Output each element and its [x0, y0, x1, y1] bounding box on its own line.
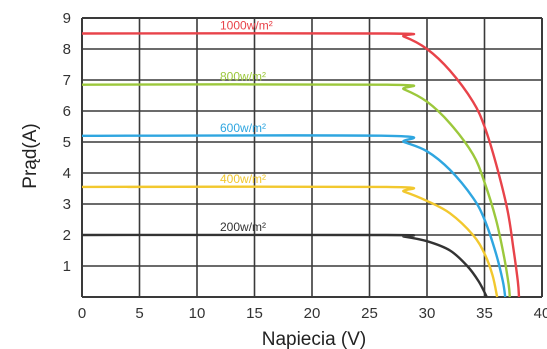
series-line-1: [81, 83, 511, 298]
series-line-4: [81, 233, 488, 298]
y-tick-label: 7: [63, 72, 71, 89]
y-tick-label: 2: [63, 227, 71, 244]
x-tick-label: 0: [78, 305, 86, 322]
x-tick-label: 25: [361, 305, 378, 322]
x-tick-label: 15: [246, 305, 263, 322]
series-label-3: 400w/m²: [220, 172, 266, 186]
series-label-1: 800w/m²: [220, 70, 266, 84]
series-line-0: [81, 32, 521, 298]
x-tick-labels: 0 5 10 15 20 25 30 35 40: [78, 305, 547, 322]
x-tick-label: 40: [534, 305, 547, 322]
x-tick-label: 30: [419, 305, 436, 322]
y-tick-label: 8: [63, 41, 71, 58]
x-tick-label: 35: [476, 305, 493, 322]
grid: [81, 17, 543, 298]
series-line-3: [81, 185, 499, 298]
series-label-0: 1000w/m²: [220, 19, 273, 33]
x-tick-label: 20: [304, 305, 321, 322]
x-tick-label: 10: [189, 305, 206, 322]
y-tick-label: 4: [63, 165, 71, 182]
series-label-2: 600w/m²: [220, 121, 266, 135]
y-tick-label: 5: [63, 134, 71, 151]
y-tick-label: 1: [63, 258, 71, 275]
y-tick-label: 9: [63, 10, 71, 27]
x-axis-title: Napiecia (V): [262, 329, 367, 349]
x-tick-label: 5: [135, 305, 143, 322]
series-line-2: [81, 134, 507, 298]
series-labels: 1000w/m² 800w/m² 600w/m² 400w/m² 200w/m²: [220, 19, 273, 235]
y-tick-labels: 1 2 3 4 5 6 7 8 9: [63, 10, 71, 275]
series-lines: [81, 32, 521, 298]
y-tick-label: 6: [63, 103, 71, 120]
y-axis-title: Prąd(A): [20, 123, 41, 188]
y-tick-label: 3: [63, 196, 71, 213]
series-label-4: 200w/m²: [220, 220, 266, 234]
